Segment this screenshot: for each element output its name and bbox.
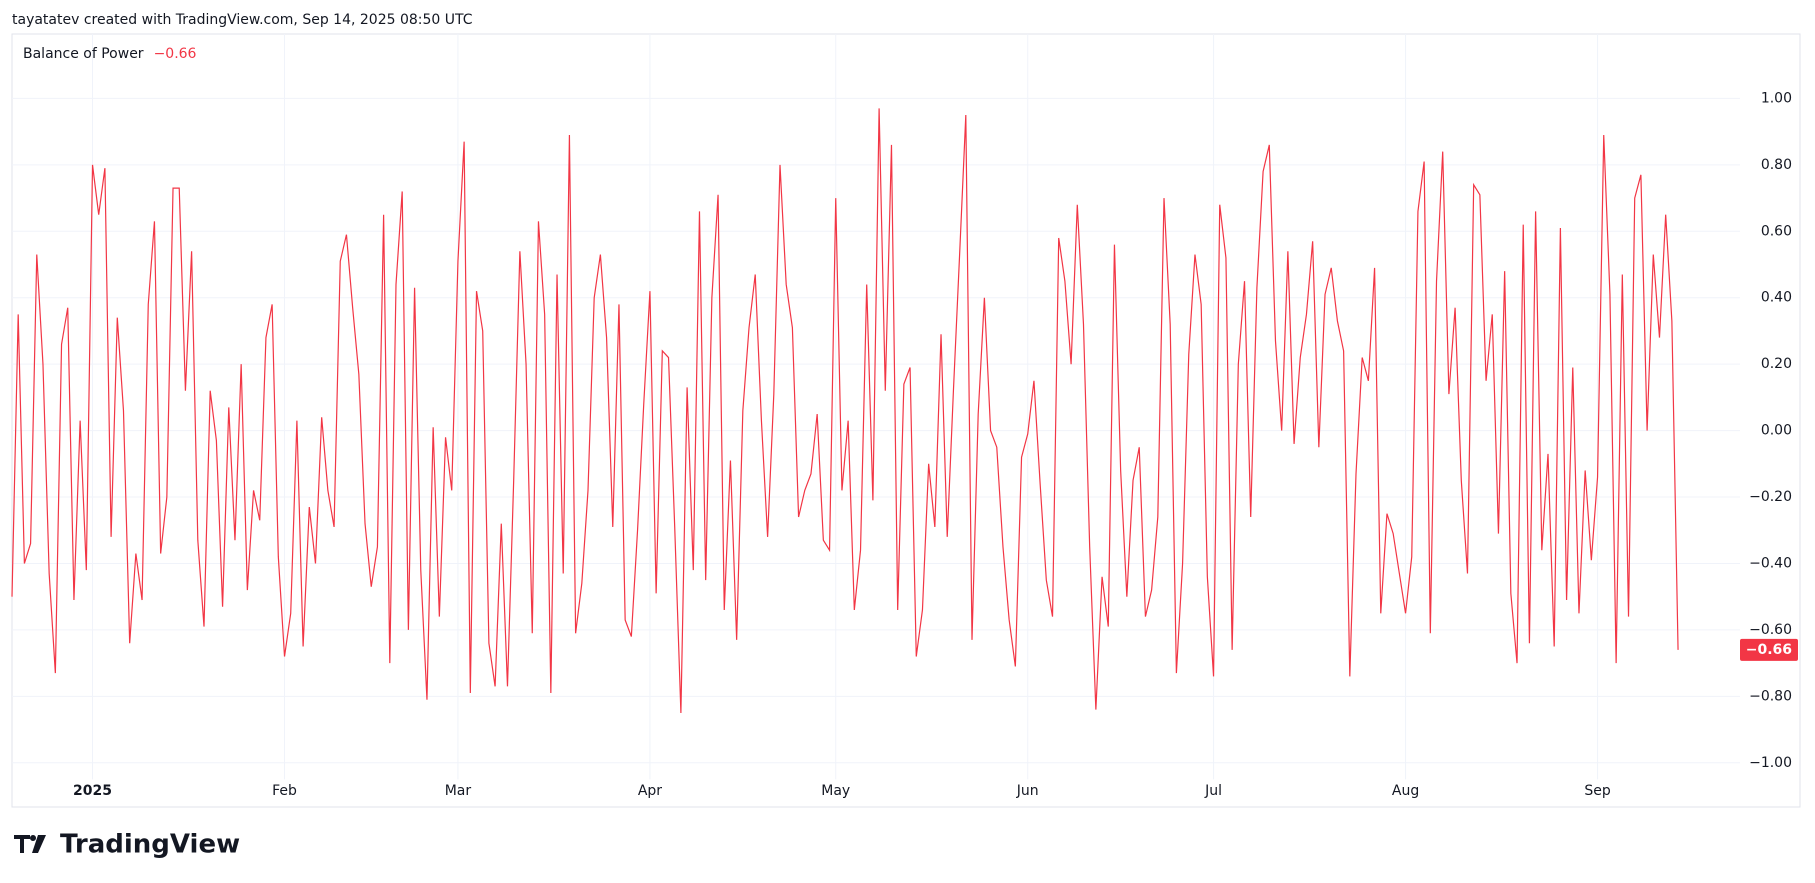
indicator-value: −0.66 <box>154 46 197 62</box>
y-tick-label: 0.00 <box>1761 423 1792 439</box>
last-value-box <box>1740 638 1798 661</box>
y-tick-label: 1.00 <box>1761 90 1792 106</box>
x-tick-label: Jun <box>1016 783 1039 799</box>
logo: TradingView <box>14 830 240 860</box>
y-tick-label: 0.20 <box>1761 356 1792 372</box>
logo-text: TradingView <box>60 830 240 860</box>
x-tick-label: Sep <box>1584 783 1611 799</box>
x-tick-label: Mar <box>445 783 472 799</box>
y-tick-label: 0.80 <box>1761 157 1792 173</box>
y-tick-label: −0.60 <box>1749 622 1792 638</box>
y-tick-label: −0.40 <box>1749 555 1792 571</box>
logo-icon <box>14 835 46 853</box>
x-tick-label: Feb <box>272 783 297 799</box>
header: tayatatev created with TradingView.com, … <box>12 12 473 28</box>
x-tick-label: May <box>821 783 850 799</box>
y-tick-label: −0.80 <box>1749 688 1792 704</box>
indicator-name: Balance of Power <box>23 46 144 62</box>
y-tick-label: 0.40 <box>1761 290 1792 306</box>
pane-border <box>11 33 1801 808</box>
y-tick-label: −1.00 <box>1749 755 1792 771</box>
x-tick-label: Aug <box>1392 783 1419 799</box>
x-tick-label: Jul <box>1204 783 1222 799</box>
x-tick-label: 2025 <box>73 783 112 799</box>
last-value-label: −0.66 <box>1746 642 1792 658</box>
series-line <box>11 108 1679 713</box>
y-tick-label: −0.20 <box>1749 489 1792 505</box>
x-tick-label: Apr <box>638 783 662 799</box>
y-tick-label: 0.60 <box>1761 223 1792 239</box>
